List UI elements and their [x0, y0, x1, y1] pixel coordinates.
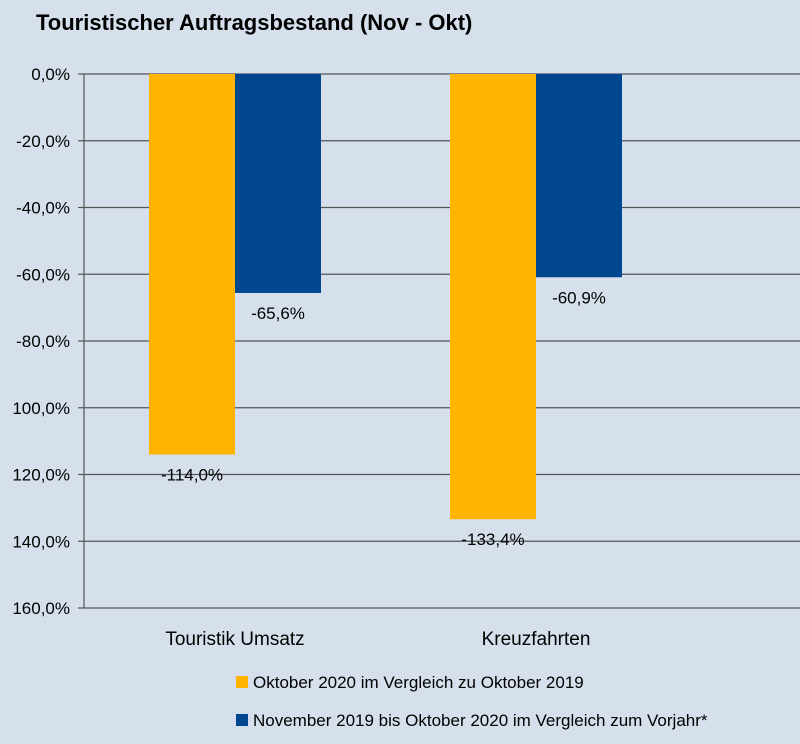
bar — [149, 74, 235, 455]
bar-data-label: -65,6% — [251, 304, 305, 323]
bar-data-label: -60,9% — [552, 288, 606, 307]
bar-data-label: -114,0% — [161, 465, 223, 484]
y-tick-label: 0,0% — [31, 65, 70, 84]
bar — [536, 74, 622, 278]
y-tick-label: -20,0% — [16, 132, 70, 151]
legend-swatch — [236, 676, 248, 688]
legend-label: November 2019 bis Oktober 2020 im Vergle… — [253, 711, 708, 730]
x-axis-categories: Touristik Umsatz Kreuzfahrten — [165, 629, 590, 650]
y-tick-label: -80,0% — [16, 332, 70, 351]
y-tick-label: 120,0% — [12, 466, 70, 485]
y-tick-label: -60,0% — [16, 265, 70, 284]
chart-title: Touristischer Auftragsbestand (Nov - Okt… — [36, 10, 472, 35]
category-label: Kreuzfahrten — [482, 629, 591, 650]
bars — [149, 74, 622, 520]
legend-label: Oktober 2020 im Vergleich zu Oktober 201… — [253, 673, 584, 692]
legend-swatch — [236, 714, 248, 726]
y-tick-label: 140,0% — [12, 532, 70, 551]
bar-data-label: -133,4% — [461, 530, 524, 549]
bar — [450, 74, 536, 520]
legend: Oktober 2020 im Vergleich zu Oktober 201… — [236, 673, 708, 730]
data-labels: -114,0% -65,6% -133,4% -60,9% — [161, 288, 606, 549]
y-tick-label: 100,0% — [12, 399, 70, 418]
bar — [235, 74, 321, 293]
category-label: Touristik Umsatz — [165, 629, 304, 650]
y-tick-label: 160,0% — [12, 599, 70, 618]
y-tick-label: -40,0% — [16, 199, 70, 218]
y-axis: 0,0% -20,0% -40,0% -60,0% -80,0% 100,0% 120,0%… — [12, 65, 85, 618]
